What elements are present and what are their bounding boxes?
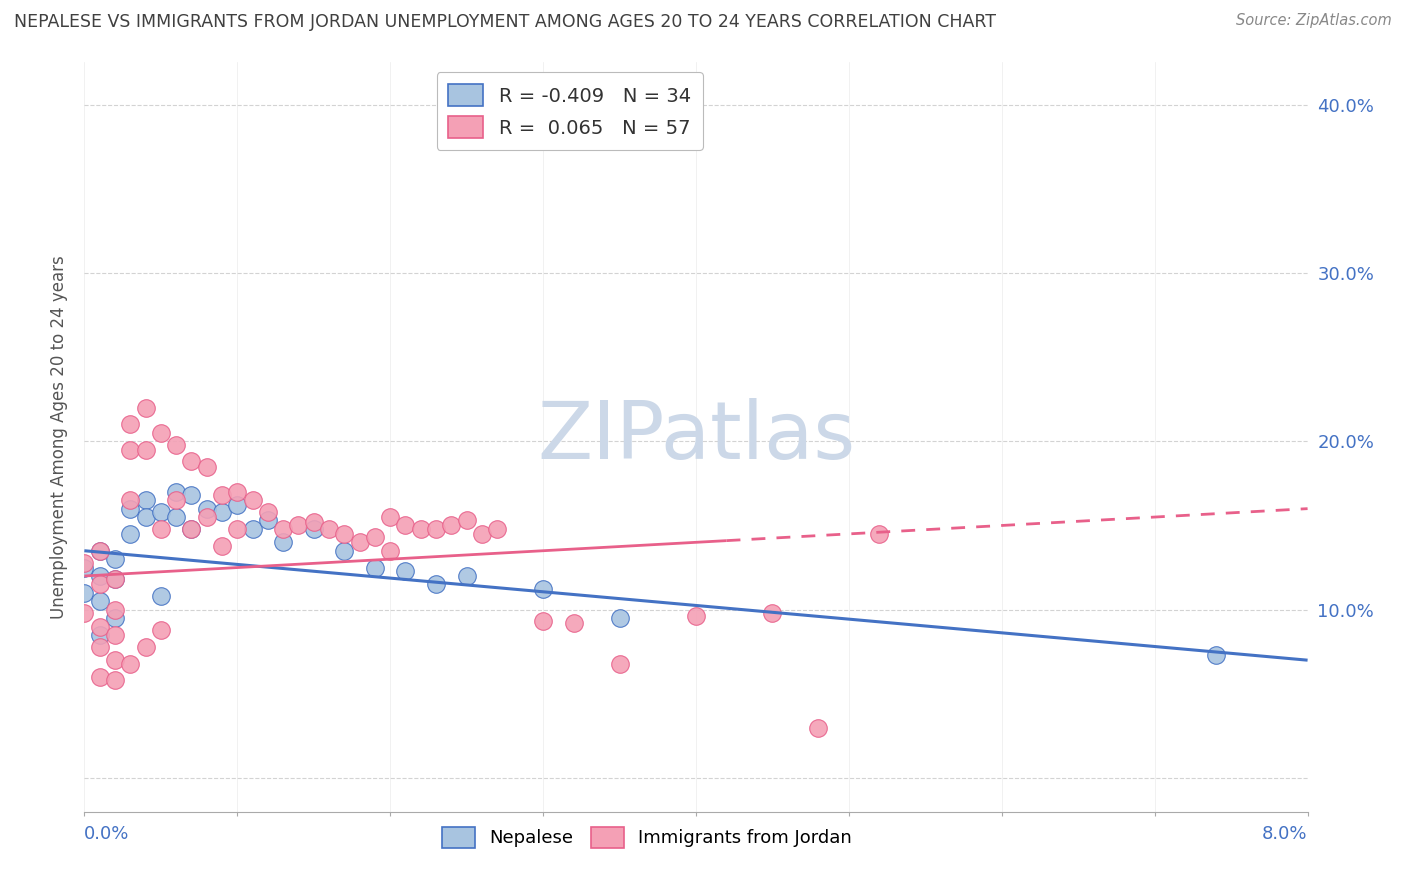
- Point: [195, 501, 218, 516]
- Point: [257, 513, 280, 527]
- Text: NEPALESE VS IMMIGRANTS FROM JORDAN UNEMPLOYMENT AMONG AGES 20 TO 24 YEARS CORREL: NEPALESE VS IMMIGRANTS FROM JORDAN UNEMP…: [14, 13, 995, 31]
- Point: [242, 522, 264, 536]
- Point: [135, 401, 157, 415]
- Point: [73, 560, 96, 574]
- Point: [120, 527, 142, 541]
- Point: [609, 657, 631, 671]
- Point: [685, 609, 707, 624]
- Point: [104, 552, 127, 566]
- Point: [135, 510, 157, 524]
- Point: [761, 606, 783, 620]
- Point: [149, 425, 172, 440]
- Point: [135, 640, 157, 654]
- Point: [562, 616, 585, 631]
- Point: [609, 611, 631, 625]
- Point: [104, 653, 127, 667]
- Point: [73, 556, 96, 570]
- Point: [531, 615, 554, 629]
- Point: [318, 522, 340, 536]
- Point: [1205, 648, 1227, 662]
- Point: [226, 484, 249, 499]
- Legend: Nepalese, Immigrants from Jordan: Nepalese, Immigrants from Jordan: [434, 820, 859, 855]
- Point: [149, 505, 172, 519]
- Point: [807, 721, 830, 735]
- Point: [104, 602, 127, 616]
- Text: 0.0%: 0.0%: [84, 825, 129, 843]
- Point: [271, 535, 294, 549]
- Point: [380, 510, 402, 524]
- Point: [456, 513, 478, 527]
- Point: [456, 569, 478, 583]
- Point: [180, 522, 202, 536]
- Point: [165, 510, 187, 524]
- Point: [104, 628, 127, 642]
- Point: [180, 454, 202, 468]
- Point: [89, 594, 111, 608]
- Point: [349, 535, 371, 549]
- Point: [89, 543, 111, 558]
- Point: [302, 515, 325, 529]
- Point: [149, 522, 172, 536]
- Point: [120, 417, 142, 432]
- Point: [104, 673, 127, 688]
- Point: [89, 628, 111, 642]
- Point: [333, 543, 356, 558]
- Point: [364, 530, 387, 544]
- Text: Source: ZipAtlas.com: Source: ZipAtlas.com: [1236, 13, 1392, 29]
- Point: [409, 522, 432, 536]
- Point: [257, 505, 280, 519]
- Point: [394, 564, 416, 578]
- Point: [242, 493, 264, 508]
- Point: [425, 522, 447, 536]
- Point: [869, 527, 891, 541]
- Y-axis label: Unemployment Among Ages 20 to 24 years: Unemployment Among Ages 20 to 24 years: [51, 255, 69, 619]
- Point: [120, 493, 142, 508]
- Point: [149, 589, 172, 603]
- Point: [149, 623, 172, 637]
- Point: [89, 670, 111, 684]
- Point: [226, 498, 249, 512]
- Point: [440, 518, 463, 533]
- Point: [333, 527, 356, 541]
- Point: [120, 501, 142, 516]
- Point: [135, 442, 157, 457]
- Text: ZIPatlas: ZIPatlas: [537, 398, 855, 476]
- Point: [180, 488, 202, 502]
- Point: [135, 493, 157, 508]
- Point: [89, 577, 111, 591]
- Point: [104, 573, 127, 587]
- Point: [89, 619, 111, 633]
- Point: [211, 488, 233, 502]
- Point: [165, 484, 187, 499]
- Point: [89, 640, 111, 654]
- Point: [211, 505, 233, 519]
- Point: [287, 518, 309, 533]
- Point: [120, 657, 142, 671]
- Point: [104, 573, 127, 587]
- Point: [89, 569, 111, 583]
- Point: [364, 560, 387, 574]
- Point: [486, 522, 509, 536]
- Point: [226, 522, 249, 536]
- Point: [380, 543, 402, 558]
- Point: [195, 459, 218, 474]
- Point: [165, 437, 187, 451]
- Point: [531, 582, 554, 597]
- Text: 8.0%: 8.0%: [1263, 825, 1308, 843]
- Point: [394, 518, 416, 533]
- Point: [471, 527, 494, 541]
- Point: [180, 522, 202, 536]
- Point: [89, 543, 111, 558]
- Point: [73, 606, 96, 620]
- Point: [73, 586, 96, 600]
- Point: [195, 510, 218, 524]
- Point: [104, 611, 127, 625]
- Point: [271, 522, 294, 536]
- Point: [120, 442, 142, 457]
- Point: [425, 577, 447, 591]
- Point: [302, 522, 325, 536]
- Point: [211, 539, 233, 553]
- Point: [165, 493, 187, 508]
